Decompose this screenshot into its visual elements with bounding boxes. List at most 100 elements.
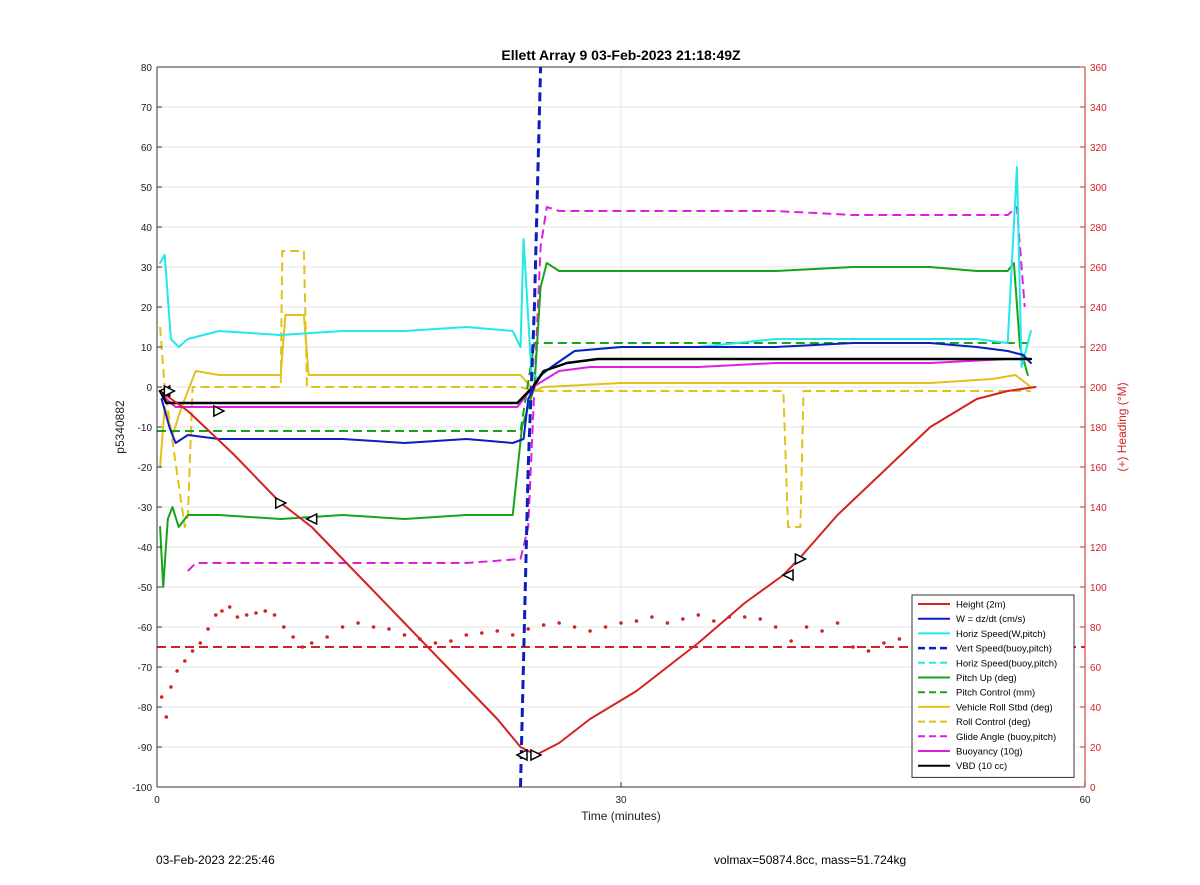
y-tick-label-right: 340 — [1090, 103, 1107, 114]
y-tick-label-right: 20 — [1090, 743, 1102, 754]
legend: Height (2m) W = dz/dt (cm/s) Horiz Speed(W… — [911, 594, 1075, 778]
heading-point — [526, 627, 530, 631]
heading-point — [190, 649, 195, 653]
heading-point — [220, 609, 224, 613]
heading-point — [300, 645, 305, 649]
y-tick-label-left: -30 — [138, 503, 153, 514]
y-tick-label-right: 300 — [1090, 183, 1107, 194]
heading-point — [356, 621, 360, 625]
heading-point — [882, 641, 886, 645]
legend-label-height-2m: Height (2m) — [956, 600, 1006, 611]
heading-point — [789, 639, 793, 643]
legend-label-roll-control-deg: Roll Control (deg) — [956, 717, 1030, 728]
x-tick-label: 30 — [615, 795, 627, 806]
footer-vehicle-info: volmax=50874.8cc, mass=51.724kg — [714, 853, 907, 867]
heading-point — [164, 715, 169, 719]
legend-label-vehicle-roll-stbd-deg: Vehicle Roll Stbd (deg) — [956, 702, 1053, 713]
direction-marker — [781, 568, 794, 582]
heading-point — [804, 625, 809, 629]
legend-label-vert-speed-buoy-pitch: Vert Speed(buoy,pitch) — [956, 644, 1052, 655]
legend-box — [911, 594, 1075, 778]
heading-point — [198, 641, 203, 645]
y-tick-label-right: 180 — [1090, 423, 1107, 434]
y-tick-label-right: 140 — [1090, 503, 1107, 514]
heading-point — [619, 621, 623, 625]
legend-label-horiz-speed-w-pitch: Horiz Speed(W,pitch) — [956, 629, 1046, 640]
y-tick-label-right: 80 — [1090, 623, 1102, 634]
heading-point — [557, 621, 561, 625]
y-tick-label-left: -90 — [138, 743, 153, 754]
heading-point — [851, 645, 855, 649]
y-tick-label-left: 20 — [141, 303, 153, 314]
y-tick-label-left: 0 — [146, 383, 152, 394]
y-tick-label-left: -50 — [138, 583, 153, 594]
series-pitch-up-deg — [159, 262, 1029, 588]
heading-point — [325, 635, 329, 639]
y-tick-label-right: 60 — [1090, 663, 1102, 674]
heading-point — [572, 625, 577, 629]
series-vbd-10-cc — [158, 357, 1033, 405]
y-tick-label-right: 40 — [1090, 703, 1102, 714]
y-tick-label-right: 100 — [1090, 583, 1107, 594]
y-tick-label-right: 320 — [1090, 143, 1107, 154]
heading-point — [159, 695, 164, 699]
y-axis-label-left: p5340882 — [113, 400, 127, 454]
y-tick-label-right: 360 — [1090, 63, 1107, 74]
heading-point — [235, 615, 240, 619]
heading-point — [603, 625, 608, 629]
y-tick-label-left: -40 — [138, 543, 153, 554]
heading-point — [433, 641, 438, 645]
y-tick-label-right: 280 — [1090, 223, 1107, 234]
chart-title: Ellett Array 9 03-Feb-2023 21:18:49Z — [501, 47, 741, 63]
heading-point — [773, 625, 778, 629]
heading-point — [650, 615, 654, 619]
heading-point — [402, 633, 407, 637]
y-tick-label-right: 240 — [1090, 303, 1107, 314]
heading-point — [681, 617, 685, 621]
series-pitch-control-mm — [157, 342, 1031, 432]
y-tick-label-left: 70 — [141, 103, 153, 114]
heading-point — [588, 629, 592, 633]
direction-marker — [213, 404, 226, 418]
y-tick-label-right: 120 — [1090, 543, 1107, 554]
axes: 80706050403020100-10-20-30-40-50-60-70-8… — [132, 63, 1107, 806]
direction-marker — [530, 748, 543, 762]
legend-label-glide-angle-buoy-pitch: Glide Angle (buoy,pitch) — [956, 732, 1056, 743]
heading-point — [866, 649, 871, 653]
x-axis-label: Time (minutes) — [581, 809, 661, 823]
series-glide-angle-buoy-pitch — [187, 206, 1026, 572]
heading-point — [213, 613, 218, 617]
direction-marker — [304, 512, 318, 526]
y-tick-label-left: 50 — [141, 183, 153, 194]
direction-marker — [274, 496, 288, 510]
heading-point — [449, 639, 453, 643]
heading-point — [244, 613, 249, 617]
heading-point — [742, 615, 747, 619]
y-tick-label-right: 160 — [1090, 463, 1107, 474]
y-tick-label-right: 0 — [1090, 783, 1096, 794]
series-roll-control-deg — [159, 250, 1031, 528]
legend-label-pitch-control-mm: Pitch Control (mm) — [956, 688, 1035, 699]
heading-point — [175, 669, 179, 673]
heading-point — [634, 619, 639, 623]
heading-point — [263, 609, 268, 613]
y-tick-label-left: 30 — [141, 263, 153, 274]
y-tick-label-left: -70 — [138, 663, 153, 674]
heading-point — [254, 611, 258, 615]
heading-point — [495, 629, 500, 633]
heading-point — [183, 659, 187, 663]
y-tick-label-left: -100 — [132, 783, 152, 794]
y-tick-label-right: 200 — [1090, 383, 1107, 394]
y-tick-label-left: -60 — [138, 623, 153, 634]
y-tick-label-left: 60 — [141, 143, 153, 154]
series-vert-speed-buoy-pitch — [519, 66, 543, 788]
series-vehicle-roll-stbd-deg — [159, 314, 1032, 468]
heading-point — [480, 631, 484, 635]
y-tick-label-left: -10 — [138, 423, 153, 434]
heading-point — [541, 623, 546, 627]
heading-point — [712, 619, 716, 623]
y-tick-label-left: 10 — [141, 343, 153, 354]
y-tick-label-left: 40 — [141, 223, 153, 234]
direction-marker — [794, 552, 808, 566]
legend-label-w-dz-dt-cm-s: W = dz/dt (cm/s) — [956, 614, 1025, 625]
